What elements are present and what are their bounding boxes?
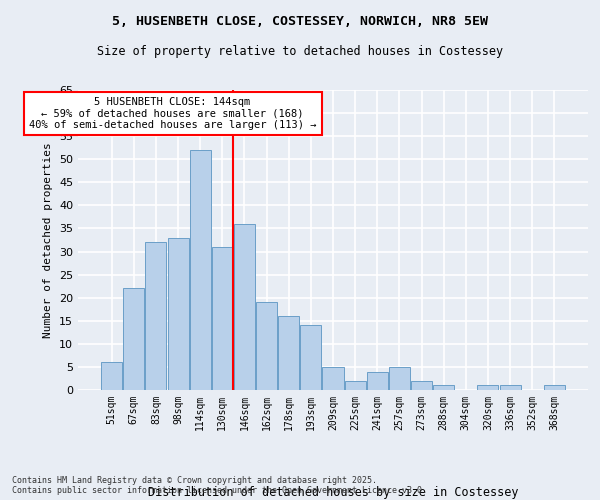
- Bar: [167, 238, 188, 390]
- Y-axis label: Number of detached properties: Number of detached properties: [43, 142, 53, 338]
- Bar: [278, 316, 299, 390]
- Bar: [101, 362, 122, 390]
- Bar: [234, 224, 255, 390]
- Text: 5, HUSENBETH CLOSE, COSTESSEY, NORWICH, NR8 5EW: 5, HUSENBETH CLOSE, COSTESSEY, NORWICH, …: [112, 15, 488, 28]
- Bar: [344, 381, 365, 390]
- Text: Size of property relative to detached houses in Costessey: Size of property relative to detached ho…: [97, 45, 503, 58]
- Bar: [124, 288, 145, 390]
- Text: Contains HM Land Registry data © Crown copyright and database right 2025.
Contai: Contains HM Land Registry data © Crown c…: [12, 476, 427, 495]
- Bar: [145, 242, 166, 390]
- Text: 5 HUSENBETH CLOSE: 144sqm
← 59% of detached houses are smaller (168)
40% of semi: 5 HUSENBETH CLOSE: 144sqm ← 59% of detac…: [29, 97, 316, 130]
- Bar: [478, 386, 499, 390]
- Bar: [212, 247, 233, 390]
- Bar: [322, 367, 344, 390]
- Bar: [367, 372, 388, 390]
- Bar: [544, 386, 565, 390]
- Bar: [500, 386, 521, 390]
- Bar: [301, 326, 322, 390]
- Bar: [190, 150, 211, 390]
- Bar: [389, 367, 410, 390]
- X-axis label: Distribution of detached houses by size in Costessey: Distribution of detached houses by size …: [148, 486, 518, 498]
- Bar: [411, 381, 432, 390]
- Bar: [433, 386, 454, 390]
- Bar: [256, 302, 277, 390]
